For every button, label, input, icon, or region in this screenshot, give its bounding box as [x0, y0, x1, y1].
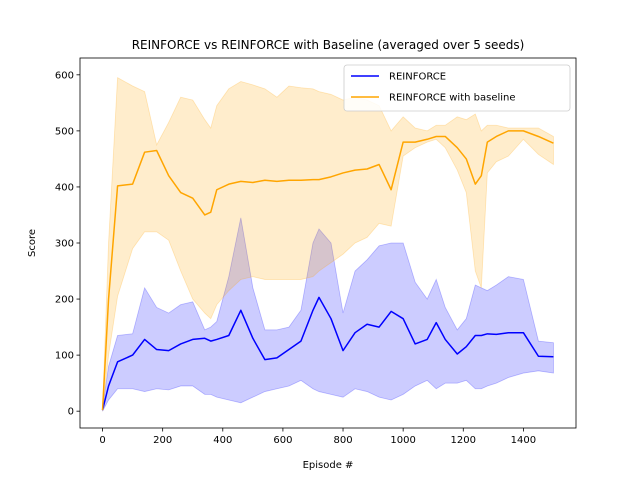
y-axis-label: Score: [27, 229, 38, 257]
x-axis-label: Episode #: [303, 460, 354, 471]
axes: 0 200 400 600 800 1000 1200 1400 0 100 200 300 400 50…: [55, 70, 536, 446]
series-1-band: [102, 76, 554, 412]
x-tick-label: 0: [99, 435, 105, 446]
y-tick-label: 300: [55, 239, 74, 250]
x-tick-label: 600: [273, 435, 292, 446]
plot-area: [101, 76, 554, 412]
x-tick-label: 1200: [451, 435, 476, 446]
y-tick-label: 500: [55, 126, 74, 137]
series-1-line: [101, 130, 554, 411]
x-tick-label: 1000: [390, 435, 415, 446]
y-tick-label: 400: [55, 182, 74, 193]
y-tick-label: 0: [68, 407, 74, 418]
chart-title: REINFORCE vs REINFORCE with Baseline (av…: [132, 38, 525, 52]
y-tick-label: 100: [55, 351, 74, 362]
x-tick-label: 400: [213, 435, 232, 446]
legend-label: REINFORCE: [389, 72, 446, 83]
x-tick-label: 200: [153, 435, 172, 446]
legend-box: [343, 64, 571, 112]
x-tick-label: 1400: [511, 435, 536, 446]
legend: REINFORCE REINFORCE with baseline: [343, 64, 571, 112]
y-tick-label: 200: [55, 295, 74, 306]
x-tick-label: 800: [333, 435, 352, 446]
legend-label: REINFORCE with baseline: [389, 93, 516, 104]
series-0-line: [101, 296, 554, 411]
y-tick-label: 600: [55, 70, 74, 81]
